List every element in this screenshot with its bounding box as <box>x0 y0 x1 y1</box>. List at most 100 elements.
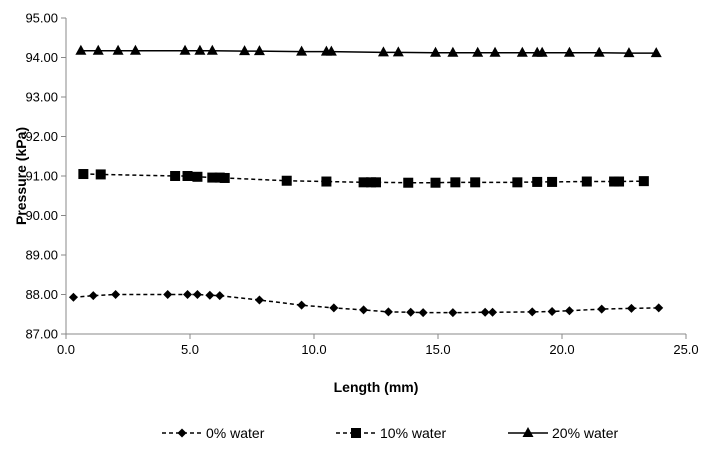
data-point <box>527 307 537 317</box>
data-point <box>75 44 87 55</box>
data-point <box>418 308 428 318</box>
data-point <box>88 291 98 301</box>
data-point <box>182 171 193 181</box>
data-point <box>358 177 369 188</box>
data-point <box>179 44 191 55</box>
data-point <box>536 46 548 57</box>
data-point <box>532 176 543 187</box>
series-diamond <box>68 290 664 318</box>
data-point <box>219 172 230 183</box>
series-line <box>73 293 659 314</box>
axis-titles: Length (mm) Pressure (kPa) <box>13 127 418 395</box>
x-axis-title: Length (mm) <box>334 379 419 395</box>
data-point <box>68 292 78 302</box>
data-point <box>78 169 89 180</box>
series-layer <box>68 44 664 318</box>
x-tick-label: 20.0 <box>549 342 574 357</box>
data-point <box>112 44 124 55</box>
x-tick-label: 25.0 <box>673 342 698 357</box>
data-point <box>359 305 369 315</box>
legend-item: 0% water <box>162 425 265 441</box>
legend-label: 20% water <box>552 425 618 441</box>
legend-marker <box>177 428 187 438</box>
x-tick-label: 0.0 <box>57 342 75 357</box>
data-point <box>447 46 459 57</box>
data-point <box>383 307 393 317</box>
data-point <box>296 45 308 56</box>
data-point <box>430 46 442 57</box>
data-point <box>406 307 416 317</box>
y-tick-label: 90.00 <box>25 208 58 223</box>
data-point <box>92 44 104 55</box>
data-point <box>450 177 461 188</box>
data-point <box>448 308 458 318</box>
data-point <box>377 46 389 57</box>
legend-label: 0% water <box>206 425 265 441</box>
data-point <box>564 306 574 316</box>
data-point <box>472 46 484 57</box>
data-point <box>129 44 141 55</box>
y-tick-label: 94.00 <box>25 50 58 65</box>
data-point <box>489 46 501 57</box>
y-tick-label: 95.00 <box>25 11 58 26</box>
data-point <box>192 290 202 299</box>
data-point <box>581 176 592 187</box>
data-point <box>194 44 206 55</box>
data-point <box>430 177 441 188</box>
data-point <box>626 303 636 313</box>
y-tick-label: 88.00 <box>25 287 58 302</box>
data-point <box>480 307 490 317</box>
data-point <box>163 290 173 299</box>
data-point <box>192 171 203 182</box>
data-point <box>614 176 625 187</box>
legend-item: 10% water <box>336 425 446 441</box>
y-axis-title: Pressure (kPa) <box>13 127 29 225</box>
data-point <box>321 176 332 187</box>
legend-item: 20% water <box>508 425 618 441</box>
data-point <box>654 303 664 313</box>
data-point <box>593 46 605 57</box>
y-tick-label: 89.00 <box>25 248 58 263</box>
y-tick-label: 92.00 <box>25 129 58 144</box>
series-square <box>78 169 649 188</box>
y-tick-label: 87.00 <box>25 327 58 342</box>
data-point <box>254 295 264 305</box>
data-point <box>206 44 218 55</box>
data-point <box>207 172 218 183</box>
data-point <box>547 176 558 187</box>
y-tick-label: 93.00 <box>25 90 58 105</box>
y-tick-label: 91.00 <box>25 169 58 184</box>
data-point <box>403 177 414 188</box>
data-point <box>488 307 498 317</box>
data-point <box>597 304 607 314</box>
data-point <box>392 46 404 57</box>
data-point <box>170 171 181 181</box>
data-point <box>650 47 662 58</box>
data-point <box>371 177 381 188</box>
data-point <box>95 169 106 180</box>
plot-area: 87.00 88.00 89.00 90.00 91.00 92.00 93.00 94.00… <box>25 11 698 358</box>
data-point <box>563 46 575 57</box>
data-point <box>111 290 121 299</box>
data-point <box>253 45 265 56</box>
data-point <box>512 177 523 188</box>
data-point <box>205 290 215 300</box>
data-point <box>297 300 307 310</box>
legend-label: 10% water <box>380 425 446 441</box>
legend-marker <box>351 428 361 438</box>
legend: 0% water 10% water 20% water <box>162 425 618 441</box>
data-point <box>623 47 635 58</box>
data-point <box>516 46 528 57</box>
series-triangle <box>75 44 662 58</box>
data-point <box>638 176 649 187</box>
data-point <box>239 45 251 56</box>
data-point <box>470 177 481 188</box>
data-point <box>329 303 339 313</box>
data-point <box>215 291 225 301</box>
data-point <box>547 306 557 316</box>
data-point <box>183 290 193 299</box>
legend-marker <box>522 427 534 437</box>
data-point <box>281 175 292 186</box>
